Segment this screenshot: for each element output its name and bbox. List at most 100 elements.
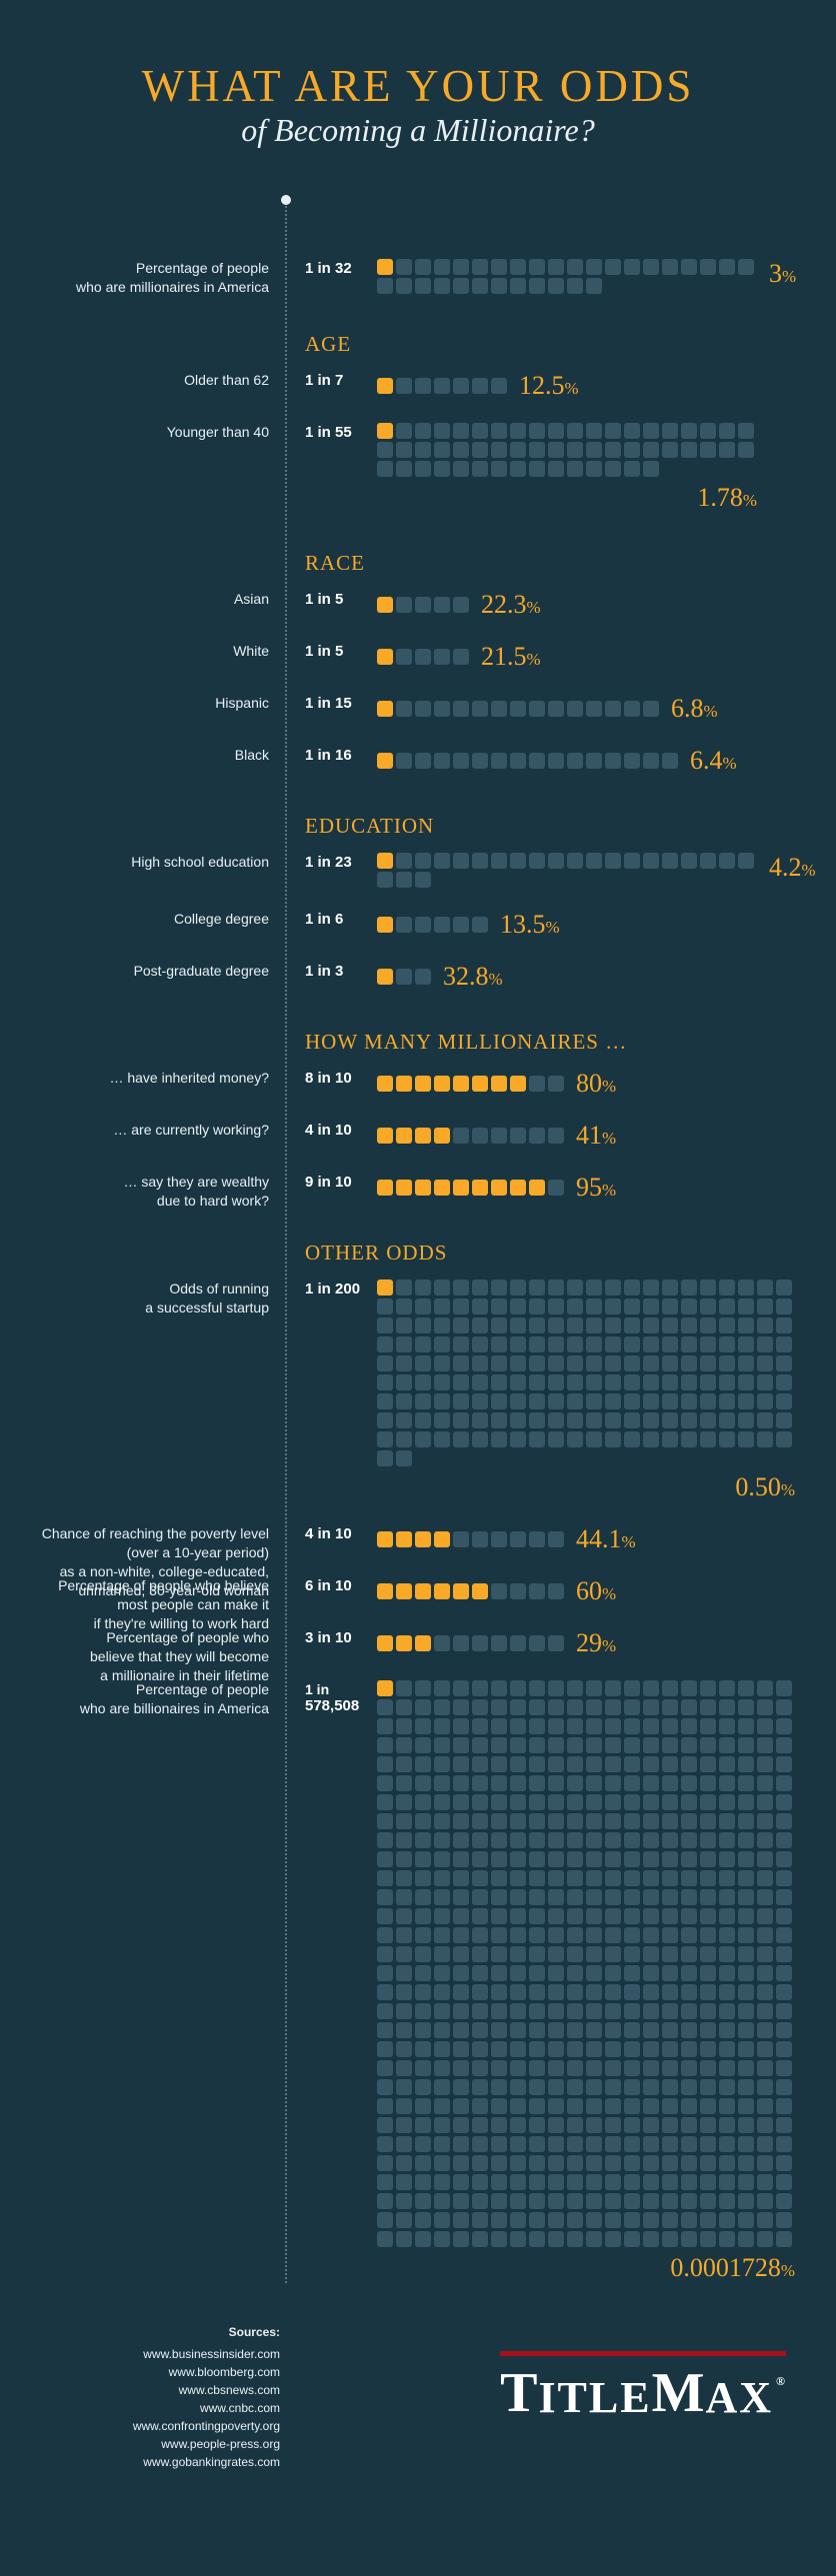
- square-off-icon: [453, 1794, 469, 1810]
- square-off-icon: [681, 853, 697, 869]
- square-off-icon: [757, 2136, 773, 2152]
- percentage-value: 95%: [576, 1173, 616, 1203]
- square-off-icon: [700, 2117, 716, 2133]
- square-off-icon: [567, 1355, 583, 1371]
- square-off-icon: [567, 1889, 583, 1905]
- square-off-icon: [453, 1355, 469, 1371]
- square-off-icon: [415, 1393, 431, 1409]
- square-off-icon: [548, 1718, 564, 1734]
- square-off-icon: [510, 442, 526, 458]
- square-off-icon: [396, 597, 412, 613]
- square-off-icon: [586, 1280, 602, 1295]
- square-off-icon: [681, 1680, 697, 1696]
- square-off-icon: [434, 1908, 450, 1924]
- square-off-icon: [567, 2041, 583, 2057]
- square-off-icon: [434, 1756, 450, 1772]
- square-off-icon: [776, 1813, 792, 1829]
- percentage-value: 0.0001728%: [670, 2253, 795, 2282]
- square-off-icon: [776, 1431, 792, 1447]
- square-off-icon: [472, 278, 488, 294]
- square-off-icon: [719, 1355, 735, 1371]
- source-item: www.people-press.org: [30, 2435, 280, 2453]
- square-off-icon: [681, 1737, 697, 1753]
- square-off-icon: [719, 1680, 735, 1696]
- section-heading: RACE: [305, 551, 806, 576]
- square-off-icon: [738, 2193, 754, 2209]
- square-off-icon: [643, 1317, 659, 1333]
- square-off-icon: [472, 2231, 488, 2247]
- square-off-icon: [377, 872, 393, 888]
- square-off-icon: [548, 853, 564, 869]
- square-off-icon: [548, 1984, 564, 2000]
- square-off-icon: [567, 2136, 583, 2152]
- square-off-icon: [434, 701, 450, 717]
- square-off-icon: [586, 1965, 602, 1981]
- square-off-icon: [415, 2041, 431, 2057]
- stat-row: College degree1 in 613.5%: [287, 910, 806, 940]
- square-off-icon: [548, 1076, 564, 1092]
- square-off-icon: [567, 853, 583, 869]
- square-off-icon: [776, 2003, 792, 2019]
- square-on-icon: [491, 1180, 507, 1196]
- square-off-icon: [415, 442, 431, 458]
- square-off-icon: [719, 1832, 735, 1848]
- square-off-icon: [415, 1794, 431, 1810]
- logo-reg: ®: [776, 2374, 786, 2389]
- square-off-icon: [586, 2098, 602, 2114]
- square-off-icon: [491, 1870, 507, 1886]
- square-off-icon: [434, 2060, 450, 2076]
- square-off-icon: [453, 2136, 469, 2152]
- square-off-icon: [396, 1450, 412, 1466]
- square-off-icon: [529, 1635, 545, 1651]
- square-off-icon: [548, 1927, 564, 1943]
- square-off-icon: [605, 1280, 621, 1295]
- square-off-icon: [776, 1908, 792, 1924]
- square-off-icon: [377, 1298, 393, 1314]
- square-off-icon: [567, 1851, 583, 1867]
- square-off-icon: [567, 2060, 583, 2076]
- square-off-icon: [434, 2155, 450, 2171]
- square-off-icon: [662, 1737, 678, 1753]
- square-on-icon: [377, 853, 393, 869]
- square-off-icon: [700, 1393, 716, 1409]
- square-off-icon: [757, 1775, 773, 1791]
- square-off-icon: [757, 1756, 773, 1772]
- square-off-icon: [472, 1718, 488, 1734]
- square-off-icon: [700, 1756, 716, 1772]
- square-off-icon: [586, 1794, 602, 1810]
- square-off-icon: [700, 2155, 716, 2171]
- square-off-icon: [434, 1317, 450, 1333]
- odds-text: 1 in 32: [305, 259, 377, 277]
- square-off-icon: [643, 1908, 659, 1924]
- square-off-icon: [529, 2155, 545, 2171]
- source-item: www.gobankingrates.com: [30, 2453, 280, 2471]
- square-off-icon: [681, 2174, 697, 2190]
- square-off-icon: [510, 2060, 526, 2076]
- square-off-icon: [643, 442, 659, 458]
- squares-grid: [377, 378, 507, 394]
- square-off-icon: [529, 1374, 545, 1390]
- square-off-icon: [586, 1775, 602, 1791]
- square-off-icon: [510, 1531, 526, 1547]
- square-off-icon: [529, 1298, 545, 1314]
- square-off-icon: [776, 2155, 792, 2171]
- square-off-icon: [586, 1336, 602, 1352]
- square-off-icon: [415, 1832, 431, 1848]
- square-off-icon: [529, 753, 545, 769]
- square-off-icon: [415, 2212, 431, 2228]
- square-off-icon: [643, 1412, 659, 1428]
- square-off-icon: [472, 1431, 488, 1447]
- square-off-icon: [605, 1984, 621, 2000]
- square-off-icon: [434, 1813, 450, 1829]
- square-off-icon: [434, 423, 450, 439]
- square-off-icon: [434, 1431, 450, 1447]
- square-off-icon: [738, 1336, 754, 1352]
- square-off-icon: [757, 1298, 773, 1314]
- square-off-icon: [510, 701, 526, 717]
- square-off-icon: [396, 2136, 412, 2152]
- square-off-icon: [396, 2003, 412, 2019]
- square-off-icon: [472, 2079, 488, 2095]
- square-off-icon: [510, 1680, 526, 1696]
- square-off-icon: [776, 1984, 792, 2000]
- square-off-icon: [757, 2155, 773, 2171]
